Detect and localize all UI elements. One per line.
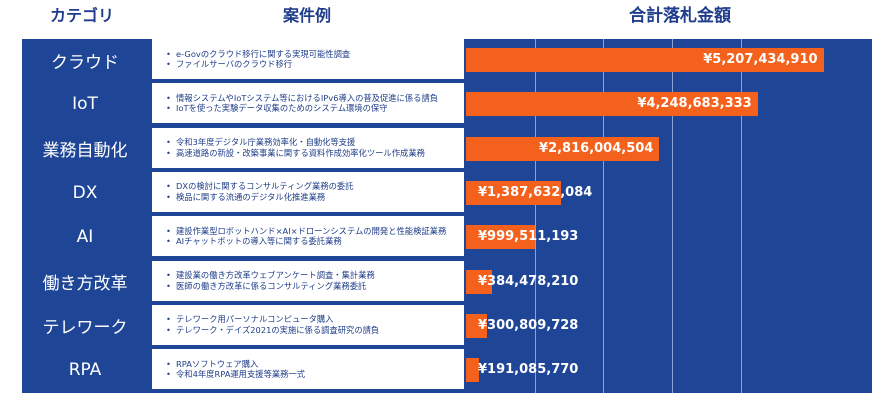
- example-item: 検品に関する流通のデジタル化推進業務: [166, 192, 464, 203]
- category-label: RPA: [68, 360, 102, 381]
- bar: [466, 48, 824, 72]
- examples-box: e-Govのクラウド移行に関する実現可能性調査ファイルサーバのクラウド移行: [152, 39, 464, 79]
- examples-box: 建設業の働き方改革ウェブアンケート調査・集計業務医師の働き方改革に係るコンサルテ…: [152, 260, 464, 301]
- gridline: [672, 39, 673, 393]
- examples-box: 建設作業型ロボットハンド×AI×ドローンシステムの開発と性能検証業務AIチャット…: [152, 216, 464, 257]
- example-item: 建設作業型ロボットハンド×AI×ドローンシステムの開発と性能検証業務: [166, 226, 464, 237]
- bar: [466, 225, 535, 250]
- example-item: IoTを使った実験データ収集のためのシステム環境の保守: [166, 103, 464, 114]
- category-row: 働き方改革 建設業の働き方改革ウェブアンケート調査・集計業務医師の働き方改革に係る…: [22, 260, 872, 303]
- category-row: DX DXの検討に関するコンサルティング業務の委託検品に関する流通のデジタル化推進…: [22, 171, 872, 214]
- bar: [466, 92, 758, 117]
- header-category: カテゴリ: [49, 6, 114, 25]
- examples-box: 令和3年度デジタル庁業務効率化・自動化等支援高速道路の新設・改築事業に関する資料…: [152, 127, 464, 168]
- example-item: 高速道路の新設・改築事業に関する資料作成効率化ツール作成業務: [166, 148, 464, 159]
- examples-box: 情報システムやIoTシステム等におけるIPv6導入の普及促進に係る請負IoTを使…: [152, 83, 464, 124]
- bar: [466, 269, 493, 294]
- example-item: 令和3年度デジタル庁業務効率化・自動化等支援: [166, 137, 464, 148]
- gridline: [603, 39, 605, 393]
- category-label: 働き方改革: [42, 274, 128, 294]
- data-label: ¥999,511,193: [478, 229, 579, 245]
- example-item: テレワーク・デイズ2021の実施に係る調査研究の請負: [166, 325, 464, 336]
- example-item: 令和4年度RPA運用支援等業務一式: [166, 369, 464, 380]
- bar: [466, 358, 480, 383]
- examples-box: DXの検討に関するコンサルティング業務の委託検品に関する流通のデジタル化推進業務: [152, 171, 464, 212]
- example-item: RPAソフトウェア購入: [166, 359, 464, 370]
- example-item: AIチャットボットの導入等に関する委託業務: [166, 236, 464, 247]
- header-examples: 案件例: [282, 6, 331, 25]
- bar: [466, 180, 562, 205]
- category-label: DX: [72, 182, 98, 203]
- chart-title: 合計落札金額: [629, 6, 731, 26]
- gridline: [534, 39, 536, 393]
- data-label: ¥384,478,210: [478, 273, 579, 289]
- data-label: ¥2,816,004,504: [539, 140, 654, 156]
- examples-box: RPAソフトウェア購入令和4年度RPA運用支援等業務一式: [152, 349, 464, 390]
- example-item: ファイルサーバのクラウド移行: [166, 59, 464, 70]
- data-label: ¥300,809,728: [478, 317, 579, 333]
- category-row: AI 建設作業型ロボットハンド×AI×ドローンシステムの開発と性能検証業務AIチャ…: [22, 216, 872, 258]
- bar: [466, 136, 660, 161]
- category-label: クラウド: [51, 52, 119, 73]
- category-row: 業務自動化 令和3年度デジタル庁業務効率化・自動化等支援高速道路の新設・改築事業に…: [22, 127, 872, 170]
- category-row: クラウド e-Govのクラウド移行に関する実現可能性調査ファイルサーバのクラウド移…: [22, 39, 872, 81]
- category-label: 業務自動化: [42, 141, 128, 162]
- category-label: IoT: [72, 94, 98, 115]
- example-item: e-Govのクラウド移行に関する実現可能性調査: [166, 49, 464, 60]
- example-item: 医師の働き方改革に係るコンサルティング業務委託: [166, 281, 464, 292]
- category-label: テレワーク: [42, 318, 128, 339]
- category-label: AI: [76, 227, 94, 248]
- data-label: ¥1,387,632,084: [478, 184, 593, 200]
- category-row: RPA RPAソフトウェア購入令和4年度RPA運用支援等業務一式: [22, 349, 872, 391]
- example-item: DXの検討に関するコンサルティング業務の委託: [166, 181, 464, 192]
- bar: [466, 313, 487, 338]
- examples-box: テレワーク用パーソナルコンピュータ購入テレワーク・デイズ2021の実施に係る調査…: [152, 304, 464, 345]
- gridline: [740, 39, 742, 393]
- data-label: ¥191,085,770: [478, 362, 579, 378]
- example-item: 建設業の働き方改革ウェブアンケート調査・集計業務: [166, 270, 464, 281]
- example-item: テレワーク用パーソナルコンピュータ購入: [166, 314, 464, 325]
- data-label: ¥4,248,683,333: [637, 96, 752, 112]
- category-row: IoT 情報システムやIoTシステム等におけるIPv6導入の普及促進に係る請負Io…: [22, 83, 872, 125]
- example-item: 情報システムやIoTシステム等におけるIPv6導入の普及促進に係る請負: [166, 93, 464, 104]
- category-row: テレワーク テレワーク用パーソナルコンピュータ購入テレワーク・デイズ2021の実施…: [22, 304, 872, 347]
- data-label: ¥5,207,434,910: [703, 52, 818, 67]
